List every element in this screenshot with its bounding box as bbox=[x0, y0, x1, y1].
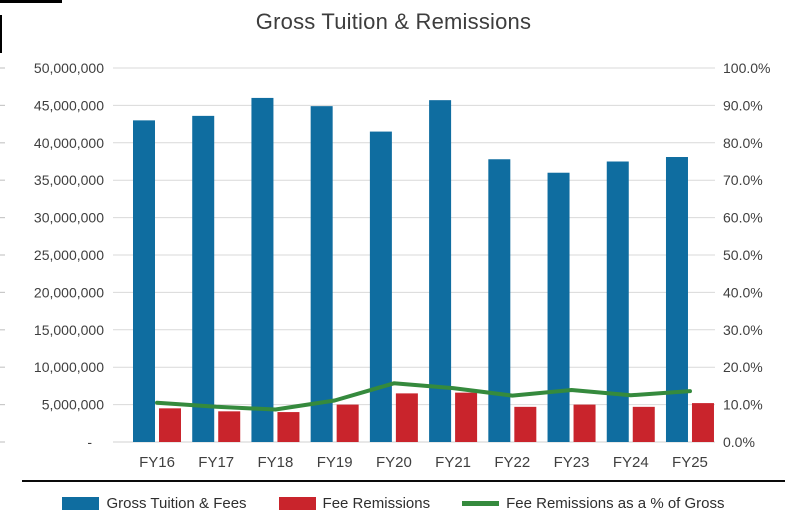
bar-fee-remissions-FY21[interactable] bbox=[455, 392, 478, 442]
left-axis-tick-label: 45,000,000 bbox=[34, 97, 104, 113]
x-axis-category-label: FY17 bbox=[198, 454, 234, 471]
x-axis-category-label: FY22 bbox=[494, 454, 530, 471]
right-axis-tick-label: 70.0% bbox=[723, 172, 763, 188]
x-axis-category-label: FY23 bbox=[554, 454, 590, 471]
crop-border-top bbox=[0, 0, 62, 3]
bar-gross-tuition-FY25[interactable] bbox=[665, 157, 688, 442]
bar-fee-remissions-FY23[interactable] bbox=[573, 404, 596, 442]
bar-fee-remissions-FY20[interactable] bbox=[395, 393, 418, 442]
left-axis-tick-label: 35,000,000 bbox=[34, 172, 104, 188]
bar-fee-remissions-FY18[interactable] bbox=[277, 412, 300, 442]
bar-gross-tuition-FY24[interactable] bbox=[606, 161, 629, 443]
legend-item-gross-tuition[interactable]: Gross Tuition & Fees bbox=[62, 494, 247, 512]
chart-plot-area: 50,000,000 45,000,000 40,000,000 35,000,000… bbox=[0, 60, 770, 471]
bar-gross-tuition-FY17[interactable] bbox=[192, 115, 215, 442]
right-axis-tick-label: 80.0% bbox=[723, 135, 763, 151]
right-axis-tick-label: 50.0% bbox=[723, 247, 763, 263]
right-axis-tick-label: 40.0% bbox=[723, 284, 763, 300]
right-axis-tick-label: 10.0% bbox=[723, 397, 763, 413]
left-axis-tick-label: 25,000,000 bbox=[34, 247, 104, 263]
right-axis-tick-label: 20.0% bbox=[723, 359, 763, 375]
left-axis-tick-label: 50,000,000 bbox=[34, 60, 104, 76]
legend-divider bbox=[22, 480, 785, 482]
legend-label-gross-tuition: Gross Tuition & Fees bbox=[106, 494, 247, 512]
remissions-percent-line-swatch-icon bbox=[462, 500, 500, 506]
bar-fee-remissions-FY17[interactable] bbox=[218, 411, 241, 442]
legend-label-remissions-percent: Fee Remissions as a % of Gross bbox=[506, 494, 725, 512]
chart-legend: Gross Tuition & Fees Fee Remissions Fee … bbox=[0, 484, 787, 522]
left-axis-tick-label: 40,000,000 bbox=[34, 135, 104, 151]
crop-border-left bbox=[0, 15, 2, 53]
bar-fee-remissions-FY22[interactable] bbox=[514, 406, 537, 442]
bar-fee-remissions-FY19[interactable] bbox=[336, 404, 359, 442]
right-axis-tick-label: 0.0% bbox=[723, 434, 755, 450]
left-axis-tick-label: 30,000,000 bbox=[34, 210, 104, 226]
gross-tuition-swatch-icon bbox=[62, 496, 100, 510]
line-fee-remissions-percent[interactable] bbox=[155, 381, 692, 412]
x-axis-category-label: FY25 bbox=[672, 454, 708, 471]
bar-fee-remissions-FY24[interactable] bbox=[632, 406, 655, 442]
x-axis-category-label: FY24 bbox=[613, 454, 649, 471]
right-axis-tick-label: 60.0% bbox=[723, 210, 763, 226]
chart-title: Gross Tuition & Remissions bbox=[255, 9, 532, 34]
left-axis-tick-label: 5,000,000 bbox=[42, 397, 104, 413]
bar-fee-remissions-FY25[interactable] bbox=[691, 403, 714, 442]
bar-gross-tuition-FY21[interactable] bbox=[429, 100, 452, 442]
right-axis-tick-label: 90.0% bbox=[723, 97, 763, 113]
right-axis-tick-label: 30.0% bbox=[723, 322, 763, 338]
bar-gross-tuition-FY19[interactable] bbox=[310, 106, 333, 442]
bar-fee-remissions-FY16[interactable] bbox=[159, 408, 181, 442]
x-axis-category-label: FY21 bbox=[435, 454, 471, 471]
legend-item-remissions-percent[interactable]: Fee Remissions as a % of Gross bbox=[462, 494, 725, 512]
x-axis-category-label: FY19 bbox=[317, 454, 353, 471]
left-axis-tick-label: 10,000,000 bbox=[34, 359, 104, 375]
right-axis-tick-label: 100.0% bbox=[723, 60, 770, 76]
x-axis-category-label: FY20 bbox=[376, 454, 412, 471]
bar-gross-tuition-FY20[interactable] bbox=[369, 131, 392, 442]
legend-label-fee-remissions: Fee Remissions bbox=[322, 494, 431, 512]
bar-gross-tuition-FY23[interactable] bbox=[547, 172, 570, 442]
x-axis-category-label: FY18 bbox=[258, 454, 294, 471]
left-axis-tick-label: 20,000,000 bbox=[34, 284, 104, 300]
bar-gross-tuition-FY22[interactable] bbox=[488, 159, 511, 443]
left-axis-tick-label: 15,000,000 bbox=[34, 322, 104, 338]
x-axis-category-label: FY16 bbox=[139, 454, 175, 471]
legend-item-fee-remissions[interactable]: Fee Remissions bbox=[278, 494, 431, 512]
bar-gross-tuition-FY16[interactable] bbox=[133, 120, 155, 443]
left-axis-tick-label: - bbox=[87, 434, 92, 450]
bar-gross-tuition-FY18[interactable] bbox=[251, 97, 274, 443]
fee-remissions-swatch-icon bbox=[278, 496, 316, 510]
